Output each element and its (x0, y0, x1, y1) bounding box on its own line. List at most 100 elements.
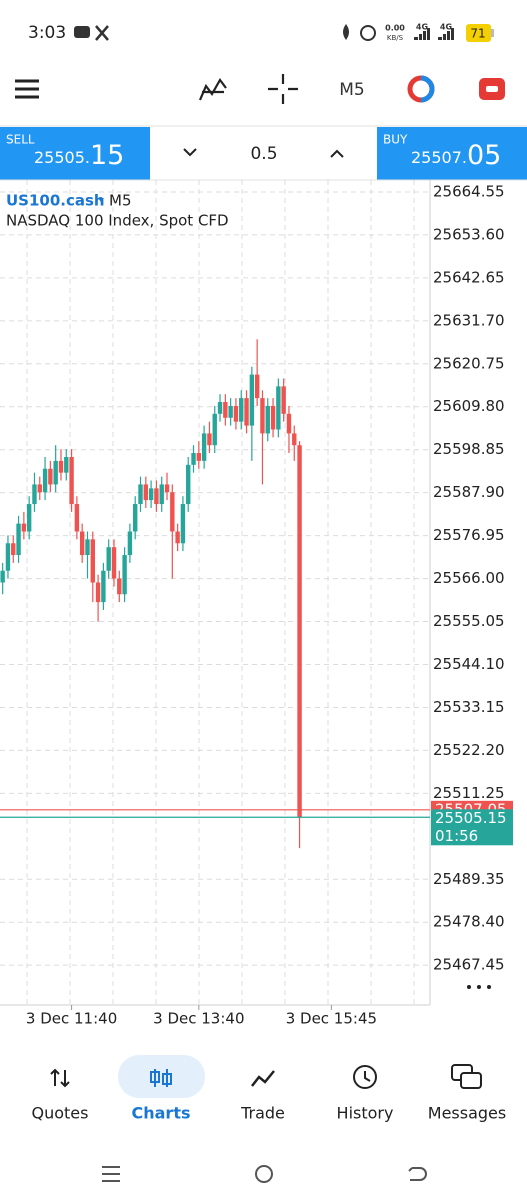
menu-button[interactable] (15, 79, 39, 99)
charts-icon (162, 1073, 172, 1085)
candle-body (180, 504, 186, 544)
more-dot[interactable] (467, 985, 471, 989)
candle-body (228, 405, 233, 418)
y-tick-label: 25631.70 (433, 311, 505, 329)
candle-body (175, 531, 180, 544)
candle-body (26, 504, 32, 532)
trade-button-accent (420, 75, 435, 103)
candle-body (133, 504, 138, 532)
battery-tip (491, 29, 494, 37)
indicators-button[interactable] (198, 78, 227, 101)
battery-level: 71 (470, 27, 485, 41)
candle-body (159, 484, 164, 505)
candle-body (265, 405, 270, 434)
nav-label[interactable]: History (337, 1104, 394, 1123)
candle-body (79, 531, 85, 556)
symbol-dropdown[interactable] (98, 198, 104, 202)
symbol[interactable]: US100.cash (6, 192, 105, 210)
candle-body (281, 386, 286, 414)
candle-body (148, 488, 154, 501)
candle-body (297, 445, 302, 818)
candle-body (117, 578, 122, 595)
candle-body (254, 374, 260, 399)
candle-body (244, 398, 249, 426)
bid-tag (431, 809, 513, 846)
battery (466, 24, 491, 42)
candle-body (143, 484, 149, 501)
candle-body (32, 484, 37, 505)
nav-label[interactable]: Messages (428, 1104, 506, 1123)
candle-body (58, 460, 64, 473)
candle-body (286, 413, 292, 434)
history-icon (353, 1065, 377, 1089)
y-tick-label: 25653.60 (433, 225, 505, 243)
candle-body (74, 504, 80, 532)
y-tick-label: 25467.45 (433, 956, 505, 974)
candle-body (5, 543, 11, 571)
candle-body (90, 539, 95, 583)
system-home[interactable] (255, 1165, 273, 1183)
status-icon (74, 26, 90, 38)
sell-price: 25505.15 (34, 140, 124, 171)
messages-icon (460, 1072, 482, 1089)
buy-button[interactable] (377, 127, 527, 180)
candle-body (186, 464, 191, 505)
bid-tag-label: 25505.15 (435, 809, 507, 827)
bottom-nav: Quotes Charts Trade History Messages (32, 1055, 506, 1123)
sell-button[interactable] (0, 127, 150, 180)
candle-body (239, 398, 244, 422)
candle-body (11, 543, 16, 556)
y-tick-label: 25566.00 (433, 569, 505, 587)
volume-up[interactable] (330, 149, 344, 158)
quotes-icon (50, 1068, 70, 1088)
more-dot[interactable] (477, 985, 481, 989)
candle-body (111, 547, 117, 579)
candle-body (223, 402, 228, 418)
y-tick-label: 25642.65 (433, 268, 505, 286)
candle-body (233, 405, 239, 422)
candle-body (196, 453, 202, 461)
x-tick-label: 3 Dec 11:40 (26, 1010, 117, 1028)
timeframe-button[interactable]: M5 (339, 80, 364, 100)
active-tab-highlight (118, 1055, 205, 1098)
y-tick-label: 25609.80 (433, 397, 505, 415)
candle-body (0, 570, 5, 583)
sell-label: SELL (6, 133, 35, 147)
buy-price: 25507.05 (411, 140, 501, 171)
more-dot[interactable] (487, 985, 491, 989)
candle-body (212, 413, 217, 446)
status-icon (360, 25, 376, 41)
volume[interactable]: 0.5 (250, 144, 277, 164)
nav-label[interactable]: Quotes (32, 1104, 89, 1123)
system-recents[interactable] (102, 1166, 120, 1182)
signal-label: 4G (416, 23, 428, 32)
trade-icon (251, 1070, 275, 1087)
candle-body (154, 488, 159, 505)
candle-body (95, 582, 101, 603)
volume-down[interactable] (183, 148, 197, 157)
candle-body (249, 374, 255, 426)
nav-label[interactable]: Charts (132, 1104, 191, 1123)
nav-label[interactable]: Trade (240, 1104, 285, 1123)
candle-body (207, 433, 212, 446)
status-icon (343, 24, 349, 40)
candle-body (64, 456, 69, 473)
status-time: 3:03 (28, 23, 66, 43)
y-tick-label: 25620.75 (433, 354, 505, 372)
one-click-icon (486, 86, 498, 92)
candle-body (106, 547, 111, 571)
network-speed: 0.00 (385, 24, 405, 33)
y-tick-label: 25544.10 (433, 655, 505, 673)
candle-body (53, 460, 58, 485)
candle-body (42, 468, 48, 493)
y-tick-label: 25522.20 (433, 741, 505, 759)
candle-body (69, 456, 74, 505)
x-tick-label: 3 Dec 13:40 (153, 1010, 244, 1028)
candle-body (270, 405, 276, 430)
candle-body (138, 484, 143, 505)
candle-body (101, 570, 106, 603)
crosshair-button[interactable] (268, 74, 298, 104)
system-back[interactable] (408, 1167, 427, 1181)
y-tick-label: 25598.85 (433, 440, 505, 458)
